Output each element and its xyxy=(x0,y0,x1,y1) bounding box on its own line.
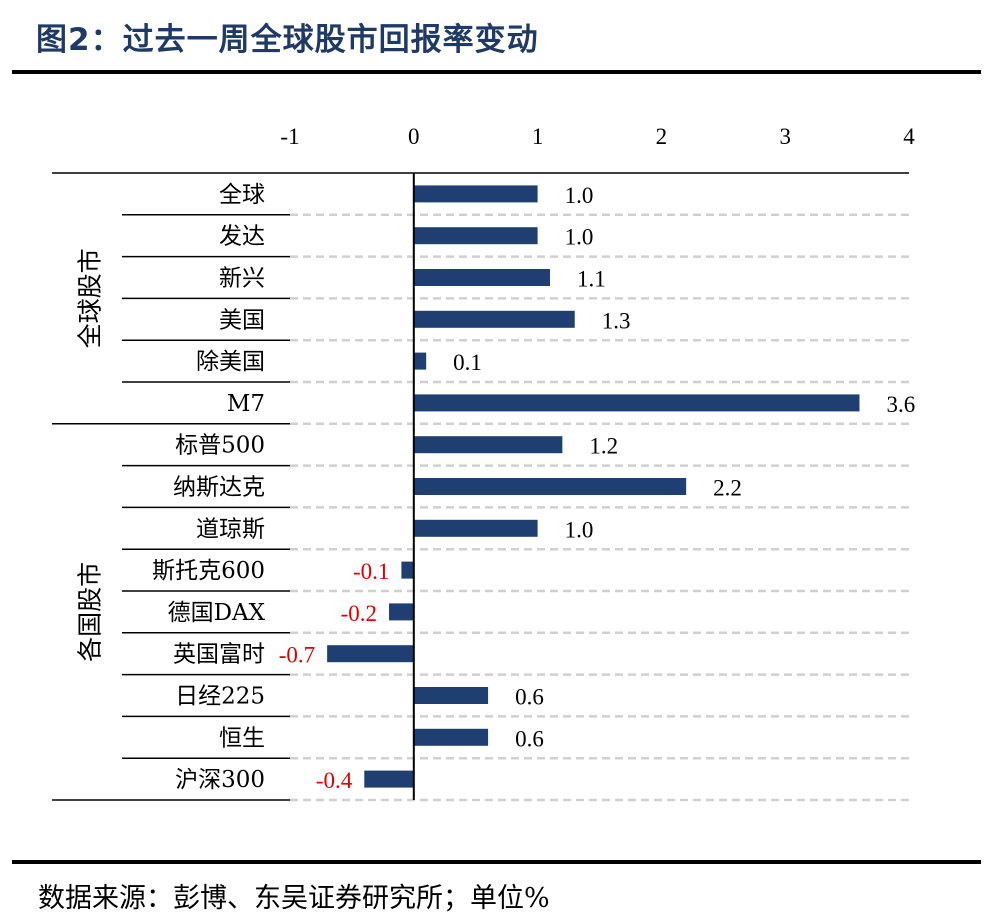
bar xyxy=(413,185,538,203)
chart-title: 图2：过去一周全球股市回报率变动 xyxy=(36,22,539,58)
value-label: 3.6 xyxy=(886,392,915,417)
category-label: 沪深300 xyxy=(175,767,265,793)
bar xyxy=(413,394,860,412)
x-tick-label: 0 xyxy=(408,124,420,149)
bar xyxy=(413,310,575,328)
x-tick-label: 2 xyxy=(656,124,668,149)
category-label: 发达 xyxy=(219,224,265,250)
bar xyxy=(413,687,489,704)
bar xyxy=(401,561,414,579)
bar xyxy=(327,645,414,663)
category-label: 道琼斯 xyxy=(196,516,265,542)
x-tick-label: 4 xyxy=(903,124,915,149)
category-label: 标普500 xyxy=(175,433,265,459)
category-label: 恒生 xyxy=(219,725,265,751)
category-label: 美国 xyxy=(219,307,265,333)
bar xyxy=(389,603,414,621)
bar xyxy=(413,269,550,286)
group-label: 各国股市 xyxy=(76,562,105,662)
bar xyxy=(364,770,414,788)
category-label: 斯托克600 xyxy=(152,558,265,584)
value-label: -0.1 xyxy=(353,559,389,584)
category-label: 纳斯达克 xyxy=(173,475,265,501)
value-label: 0.6 xyxy=(515,726,544,751)
value-label: 1.0 xyxy=(565,225,594,250)
value-label: 1.2 xyxy=(589,434,618,459)
value-label: 2.2 xyxy=(713,476,742,501)
value-label: 1.0 xyxy=(565,183,594,208)
bar xyxy=(413,519,538,537)
bar xyxy=(413,728,489,746)
source-note: 数据来源：彭博、东吴证券研究所；单位% xyxy=(38,883,550,914)
group-label: 全球股市 xyxy=(76,248,105,348)
value-label: -0.7 xyxy=(279,643,315,668)
x-tick-label: 1 xyxy=(532,124,544,149)
value-label: 1.3 xyxy=(602,308,631,333)
bar xyxy=(413,352,427,370)
value-label: 1.0 xyxy=(565,517,594,542)
value-label: -0.4 xyxy=(316,768,353,793)
category-label: 全球 xyxy=(219,182,265,208)
category-label: 新兴 xyxy=(219,266,265,292)
category-label: 英国富时 xyxy=(173,642,265,668)
category-label: 日经225 xyxy=(175,684,265,710)
bar xyxy=(413,478,687,495)
x-tick-label: 3 xyxy=(779,124,791,149)
value-label: 0.1 xyxy=(453,350,482,375)
x-tick-label: -1 xyxy=(280,124,299,149)
top-rule xyxy=(12,70,981,74)
category-label: 德国DAX xyxy=(168,600,266,626)
bar xyxy=(413,227,538,245)
category-label: 除美国 xyxy=(196,349,265,375)
bottom-rule xyxy=(12,860,981,864)
bar xyxy=(413,436,563,454)
value-label: 0.6 xyxy=(515,685,544,710)
value-label: -0.2 xyxy=(341,601,377,626)
value-label: 1.1 xyxy=(577,267,606,292)
category-label: M7 xyxy=(227,391,265,417)
